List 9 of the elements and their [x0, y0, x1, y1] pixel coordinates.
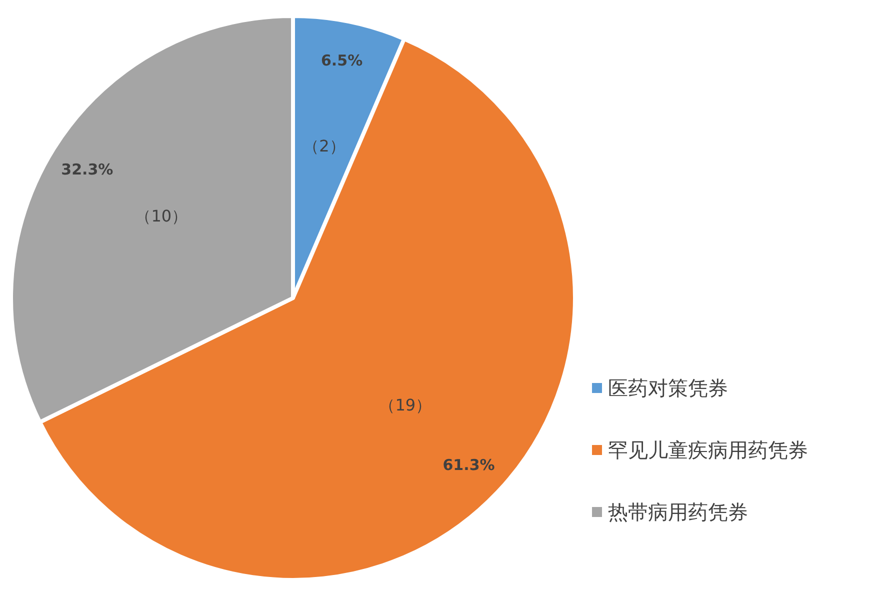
legend-label: 热带病用药凭券 — [608, 500, 748, 524]
data-label: （2） — [303, 136, 346, 156]
data-label: （19） — [379, 395, 432, 414]
data-label: （10） — [135, 206, 188, 226]
legend-label: 医药对策凭券 — [608, 376, 728, 400]
text: 6.5% — [321, 51, 363, 70]
text: 32.3% — [61, 160, 114, 179]
legend-label: 罕见儿童疾病用药凭券 — [608, 438, 808, 462]
text: 61.3% — [442, 456, 495, 474]
